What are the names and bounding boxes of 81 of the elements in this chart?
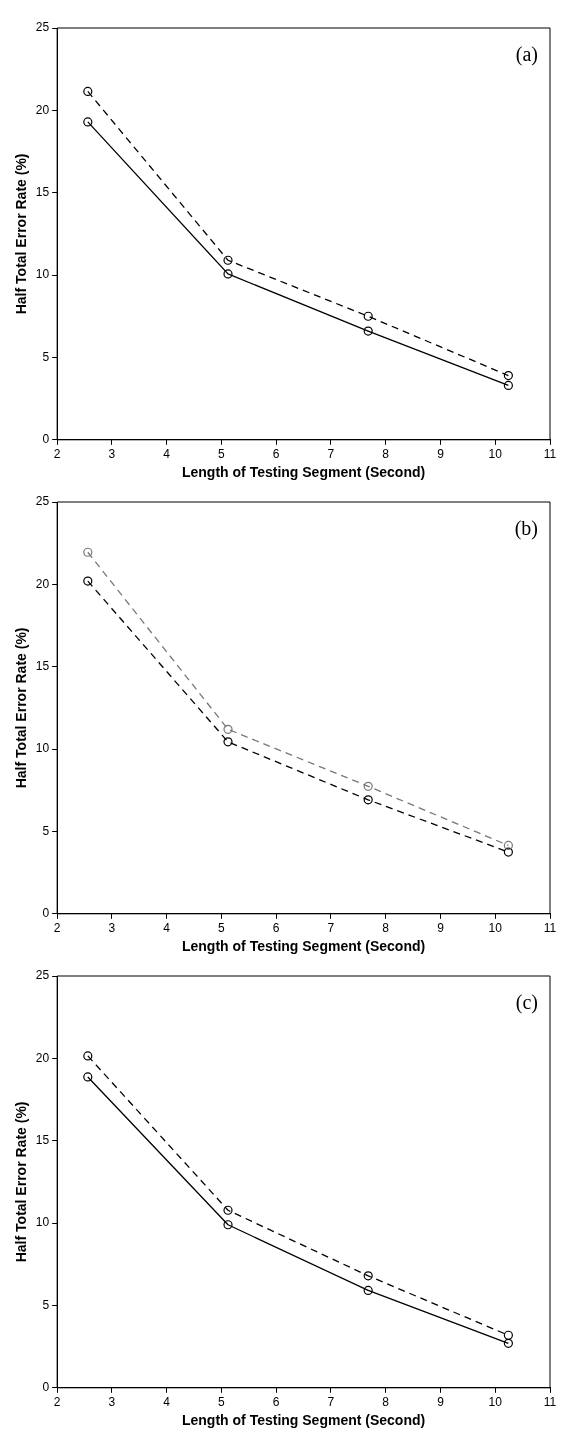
- y-tick-label: 20: [35, 1050, 50, 1065]
- x-tick-label: 9: [437, 1395, 445, 1410]
- y-tick-label: 20: [35, 102, 50, 117]
- x-tick-label: 4: [163, 447, 171, 462]
- y-tick-label: 15: [35, 185, 50, 200]
- x-tick-label: 2: [53, 921, 61, 936]
- x-tick-label: 2: [53, 447, 61, 462]
- x-tick-label: 4: [163, 1395, 171, 1410]
- point: [223, 255, 233, 265]
- point: [83, 547, 93, 557]
- y-tick-label: 10: [35, 741, 50, 756]
- y-tick-label: 20: [35, 576, 50, 591]
- x-tick-label: 8: [382, 1395, 390, 1410]
- x-tick-label: 6: [272, 447, 280, 462]
- x-tick-label: 9: [437, 447, 445, 462]
- point: [363, 1271, 373, 1281]
- x-tick-label: 7: [327, 447, 335, 462]
- y-tick-label: 5: [42, 823, 50, 838]
- point: [503, 847, 513, 857]
- point: [363, 311, 373, 321]
- x-tick-label: 3: [108, 447, 116, 462]
- x-tick-label: 10: [488, 447, 503, 462]
- y-tick-label: 25: [35, 968, 50, 983]
- annotation: (a): [515, 43, 538, 67]
- y-axis-title: Half Total Error Rate (%): [13, 1101, 30, 1263]
- annotation: (b): [514, 517, 538, 541]
- point: [503, 380, 513, 391]
- x-axis-title: Length of Testing Segment (Second): [181, 464, 426, 481]
- point: [363, 795, 373, 805]
- x-tick-label: 11: [543, 1395, 557, 1410]
- x-axis-title: Length of Testing Segment (Second): [181, 1412, 426, 1429]
- x-tick-label: 7: [327, 1395, 335, 1410]
- x-tick-label: 10: [488, 1395, 503, 1410]
- x-tick-label: 2: [53, 1395, 61, 1410]
- point: [363, 326, 373, 336]
- point: [223, 1220, 233, 1230]
- point: [83, 1072, 93, 1082]
- y-tick-label: 0: [42, 1380, 50, 1395]
- annotation: (c): [515, 991, 538, 1015]
- point: [83, 1051, 93, 1061]
- point: [503, 370, 513, 381]
- point: [363, 1285, 373, 1296]
- x-tick-label: 11: [543, 921, 557, 936]
- x-axis-title: Length of Testing Segment (Second): [181, 938, 426, 955]
- point: [83, 86, 93, 97]
- x-tick-label: 10: [488, 921, 503, 936]
- x-tick-label: 5: [218, 921, 226, 936]
- point: [363, 781, 373, 791]
- y-tick-label: 25: [35, 494, 50, 509]
- x-tick-label: 6: [272, 921, 280, 936]
- y-tick-label: 5: [42, 1297, 50, 1312]
- y-tick-label: 0: [42, 906, 50, 921]
- point: [83, 576, 93, 586]
- x-tick-label: 3: [108, 921, 116, 936]
- point: [503, 1338, 513, 1348]
- y-tick-label: 15: [35, 659, 50, 674]
- point: [223, 1205, 233, 1215]
- y-axis-title: Half Total Error Rate (%): [13, 627, 30, 789]
- x-tick-label: 7: [327, 921, 335, 936]
- x-tick-label: 5: [218, 1395, 226, 1410]
- x-tick-label: 11: [543, 447, 557, 462]
- y-tick-label: 25: [35, 20, 50, 35]
- x-tick-label: 8: [382, 447, 390, 462]
- point: [503, 1330, 513, 1340]
- point: [503, 840, 513, 851]
- y-tick-label: 5: [42, 349, 50, 364]
- y-tick-label: 10: [35, 267, 50, 282]
- y-tick-label: 15: [35, 1133, 50, 1148]
- y-axis-title: Half Total Error Rate (%): [13, 153, 30, 315]
- x-tick-label: 6: [272, 1395, 280, 1410]
- x-tick-label: 5: [218, 447, 226, 462]
- x-tick-label: 4: [163, 921, 171, 936]
- point: [223, 737, 233, 747]
- point: [223, 269, 233, 279]
- y-tick-label: 10: [35, 1215, 50, 1230]
- point: [223, 724, 233, 734]
- y-tick-label: 0: [42, 432, 50, 447]
- x-tick-label: 8: [382, 921, 390, 936]
- point: [83, 117, 93, 127]
- x-tick-label: 9: [437, 921, 445, 936]
- x-tick-label: 3: [108, 1395, 116, 1410]
